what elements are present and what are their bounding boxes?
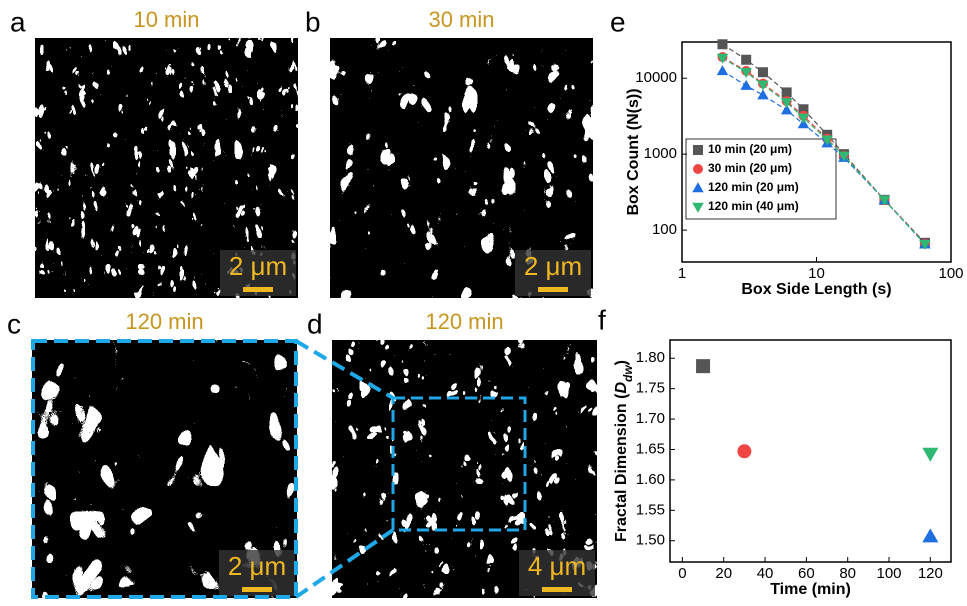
marker bbox=[780, 98, 793, 109]
marker bbox=[692, 182, 704, 193]
y-axis-label-part: Fractal Dimension ( bbox=[613, 393, 630, 542]
scale-bar bbox=[542, 587, 572, 592]
marker bbox=[716, 65, 729, 76]
panel-letter: b bbox=[305, 6, 321, 37]
marker bbox=[878, 195, 891, 206]
zoom-box bbox=[391, 396, 527, 532]
y-tick-label: 1.55 bbox=[636, 501, 665, 518]
y-axis-label-part: ) bbox=[613, 360, 630, 365]
marker bbox=[757, 67, 768, 78]
scale-label: 2 μm bbox=[524, 251, 582, 281]
legend-label: 120 min (40 μm) bbox=[708, 199, 799, 213]
marker bbox=[757, 80, 769, 91]
x-tick-label: 20 bbox=[715, 565, 732, 582]
zoom-link bbox=[294, 339, 395, 400]
image-title: 30 min bbox=[428, 7, 494, 32]
scale-label: 2 μm bbox=[229, 251, 287, 281]
marker bbox=[692, 202, 704, 213]
image-title: 120 min bbox=[125, 309, 203, 334]
y-tick-label: 1.65 bbox=[636, 440, 665, 457]
y-tick-label: 1.60 bbox=[636, 471, 665, 488]
x-tick-label: 100 bbox=[938, 265, 963, 282]
y-tick-label: 10000 bbox=[635, 69, 677, 86]
marker bbox=[922, 528, 939, 543]
panel-letter: e bbox=[610, 6, 626, 37]
panel-letter: a bbox=[10, 6, 26, 37]
marker bbox=[781, 87, 792, 98]
scale-label: 2 μm bbox=[228, 551, 286, 581]
y-tick-label: 1.80 bbox=[636, 349, 665, 366]
marker bbox=[740, 79, 752, 90]
marker bbox=[919, 240, 931, 251]
marker bbox=[693, 145, 703, 155]
marker bbox=[737, 444, 752, 459]
marker bbox=[740, 67, 752, 78]
plot-frame bbox=[669, 339, 952, 563]
y-tick-label: 1.70 bbox=[636, 410, 665, 427]
panel-letter: d bbox=[307, 308, 323, 339]
marker bbox=[922, 447, 939, 462]
x-tick-label: 0 bbox=[678, 565, 686, 582]
marker bbox=[696, 359, 711, 374]
y-tick-label: 1.50 bbox=[636, 532, 665, 549]
fit-line bbox=[722, 70, 926, 245]
y-tick-label: 1.75 bbox=[636, 380, 665, 397]
y-axis-label-part: dw bbox=[621, 365, 635, 382]
marker bbox=[716, 53, 729, 64]
marker bbox=[821, 135, 833, 146]
x-tick-label: 100 bbox=[876, 565, 901, 582]
y-tick-label: 1000 bbox=[644, 145, 677, 162]
y-axis-label: Box Count (N(s)) bbox=[625, 88, 642, 215]
scale-bar bbox=[243, 287, 273, 292]
image-title: 120 min bbox=[425, 309, 503, 334]
panel-letter: f bbox=[598, 304, 606, 335]
legend-box bbox=[685, 138, 837, 220]
x-axis-label: Box Side Length (s) bbox=[741, 281, 891, 298]
marker bbox=[741, 54, 752, 65]
marker bbox=[798, 104, 809, 115]
zoom-frame bbox=[31, 339, 298, 599]
x-tick-label: 1 bbox=[678, 265, 686, 282]
legend-label: 30 min (20 μm) bbox=[708, 161, 792, 175]
marker bbox=[838, 151, 850, 162]
x-tick-label: 60 bbox=[798, 565, 815, 582]
y-axis-label: Fractal Dimension (Ddw) bbox=[613, 360, 635, 542]
marker bbox=[797, 113, 810, 124]
x-tick-label: 40 bbox=[757, 565, 774, 582]
marker bbox=[780, 104, 793, 115]
x-tick-label: 120 bbox=[918, 565, 943, 582]
x-axis-label: Time (min) bbox=[770, 581, 851, 598]
y-axis-label-part: D bbox=[613, 382, 630, 394]
x-tick-label: 80 bbox=[839, 565, 856, 582]
scale-bar bbox=[538, 287, 568, 292]
image-title: 10 min bbox=[133, 7, 199, 32]
marker bbox=[757, 89, 769, 100]
legend-label: 120 min (20 μm) bbox=[708, 180, 799, 194]
y-tick-label: 100 bbox=[652, 221, 677, 238]
scale-bar bbox=[242, 587, 272, 592]
marker bbox=[717, 39, 728, 50]
legend-label: 10 min (20 μm) bbox=[708, 142, 792, 156]
panel-letter: c bbox=[7, 308, 21, 339]
scale-label: 4 μm bbox=[528, 551, 586, 581]
marker bbox=[693, 164, 703, 174]
fit-line bbox=[722, 57, 926, 245]
x-tick-label: 10 bbox=[808, 265, 825, 282]
